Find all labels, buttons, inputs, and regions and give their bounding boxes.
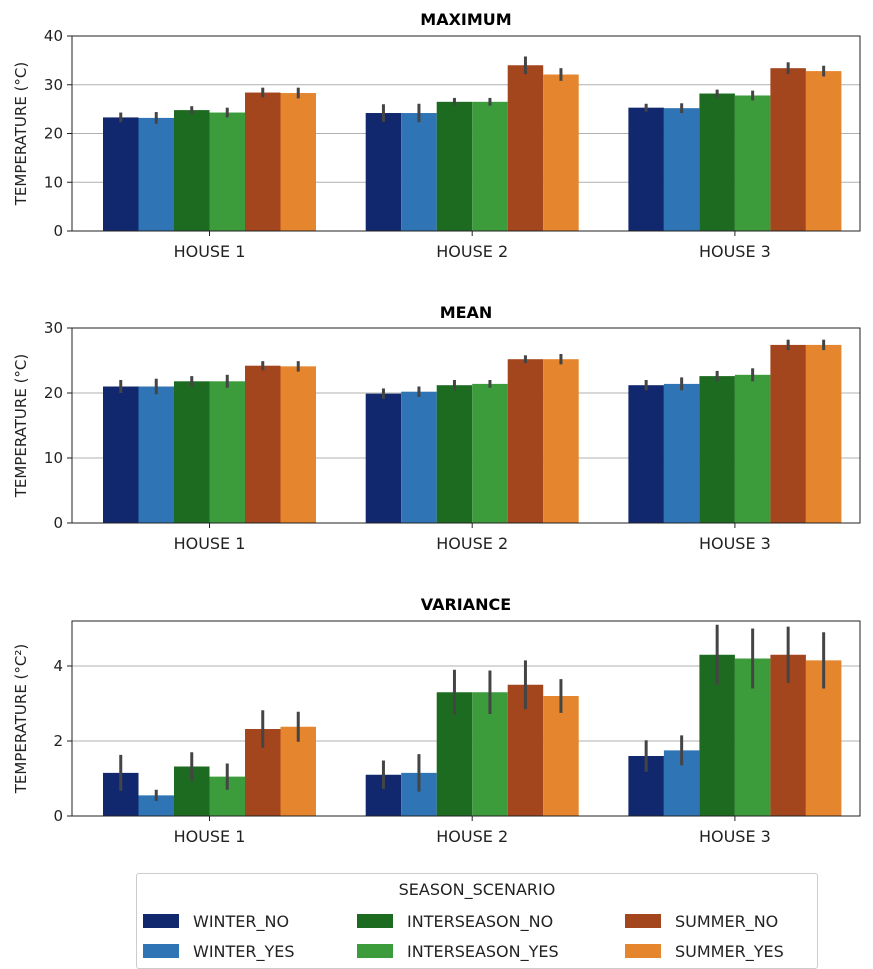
bar-house-2-interseason-yes xyxy=(472,101,508,231)
bar-house-3-summer-no xyxy=(770,344,806,523)
legend-item-summer-no: SUMMER_NO xyxy=(625,910,778,932)
y-tick-label: 20 xyxy=(44,125,63,143)
legend-title: SEASON_SCENARIO xyxy=(398,880,556,899)
chart-title: VARIANCE xyxy=(421,595,511,614)
bar-house-1-summer-no xyxy=(245,92,281,231)
plot-frame xyxy=(71,327,861,524)
bar-house-1-interseason-yes xyxy=(209,381,245,523)
bar-house-2-winter-yes xyxy=(401,391,437,523)
bar-house-1-winter-no xyxy=(103,386,139,523)
x-tick-label: HOUSE 3 xyxy=(699,534,771,553)
legend-label: INTERSEASON_YES xyxy=(407,941,559,961)
legend-swatch xyxy=(357,914,393,928)
y-axis-label: TEMPERATURE (°C) xyxy=(12,62,30,207)
x-tick-label: HOUSE 1 xyxy=(174,242,246,261)
x-tick-label: HOUSE 1 xyxy=(174,534,246,553)
legend-label: WINTER_NO xyxy=(193,911,290,931)
x-tick-label: HOUSE 3 xyxy=(699,242,771,261)
legend-swatch xyxy=(625,944,661,958)
bar-house-2-summer-no xyxy=(507,359,544,523)
bar-house-1-summer-yes xyxy=(280,366,316,523)
y-axis-label: TEMPERATURE (°C) xyxy=(12,354,30,499)
legend: SEASON_SCENARIO WINTER_NO WINTER_YES INT… xyxy=(136,873,818,969)
bar-house-2-winter-no xyxy=(365,113,402,231)
legend-item-interseason-no: INTERSEASON_NO xyxy=(357,910,553,932)
y-tick-label: 30 xyxy=(44,319,63,337)
chart-variance: 0 2 4 HOUSE 1 HOUSE 2 HOUSE 3 VARIANCE TEMPERAT… xyxy=(12,595,861,846)
bar-house-3-interseason-yes xyxy=(734,95,771,231)
y-tick-label: 2 xyxy=(53,732,63,750)
legend-swatch xyxy=(357,944,393,958)
bar-house-1-winter-yes xyxy=(138,117,174,231)
chart-maximum: 0 10 20 30 40 HOUSE 1 HOUSE 2 HOUSE 3 MAXIMUM TEM… xyxy=(12,10,861,261)
bar-house-3-summer-no xyxy=(770,68,806,231)
bar-house-2-winter-no xyxy=(365,393,402,523)
bar-house-2-interseason-no xyxy=(436,385,473,523)
bar-house-3-winter-no xyxy=(628,107,664,231)
y-tick-label: 10 xyxy=(44,173,63,191)
legend-swatch xyxy=(143,914,179,928)
legend-label: WINTER_YES xyxy=(193,941,295,961)
chart-title: MEAN xyxy=(440,303,493,322)
legend-item-winter-yes: WINTER_YES xyxy=(143,940,295,962)
x-tick-label: HOUSE 2 xyxy=(436,242,508,261)
bar-house-2-interseason-no xyxy=(436,101,473,231)
bar-house-2-summer-yes xyxy=(543,359,579,523)
bar-house-1-interseason-no xyxy=(174,381,210,523)
legend-item-summer-yes: SUMMER_YES xyxy=(625,940,784,962)
y-tick-label: 0 xyxy=(53,807,63,825)
bar-house-3-interseason-no xyxy=(699,93,735,232)
y-axis-label: TEMPERATURE (°C²) xyxy=(12,644,30,795)
x-tick-label: HOUSE 2 xyxy=(436,827,508,846)
bar-house-3-winter-yes xyxy=(663,108,700,231)
legend-label: SUMMER_NO xyxy=(675,911,779,931)
bar-house-1-summer-yes xyxy=(280,93,316,231)
chart-mean: 0 10 20 30 HOUSE 1 HOUSE 2 HOUSE 3 MEAN TEMPERAT… xyxy=(12,303,861,553)
legend-item-interseason-yes: INTERSEASON_YES xyxy=(357,940,559,962)
bar-house-3-winter-yes xyxy=(663,383,700,523)
y-tick-label: 10 xyxy=(44,449,63,467)
plot-frame xyxy=(71,35,861,232)
legend-item-winter-no: WINTER_NO xyxy=(143,910,289,932)
y-tick-label: 0 xyxy=(53,222,63,240)
x-tick-label: HOUSE 2 xyxy=(436,534,508,553)
bar-house-3-summer-yes xyxy=(805,71,842,231)
y-tick-label: 40 xyxy=(44,27,63,45)
bar-house-1-winter-yes xyxy=(138,795,174,816)
legend-swatch xyxy=(143,944,179,958)
bar-house-1-interseason-no xyxy=(174,110,210,231)
x-tick-label: HOUSE 3 xyxy=(699,827,771,846)
bar-house-3-winter-no xyxy=(628,385,664,523)
legend-label: INTERSEASON_NO xyxy=(407,911,554,931)
bar-house-1-winter-yes xyxy=(138,386,174,523)
bar-house-3-summer-yes xyxy=(805,344,842,523)
plot-frame xyxy=(71,620,861,817)
y-tick-label: 0 xyxy=(53,514,63,532)
x-tick-label: HOUSE 1 xyxy=(174,827,246,846)
y-tick-label: 30 xyxy=(44,76,63,94)
chart-title: MAXIMUM xyxy=(420,10,511,29)
legend-label: SUMMER_YES xyxy=(675,941,784,961)
bar-house-2-summer-yes xyxy=(543,696,579,816)
bar-house-2-summer-no xyxy=(507,65,544,231)
bar-house-3-interseason-yes xyxy=(734,374,771,523)
bar-house-2-interseason-yes xyxy=(472,383,508,523)
bar-house-2-winter-yes xyxy=(401,113,437,231)
bar-house-3-interseason-no xyxy=(699,376,735,523)
bar-house-1-winter-no xyxy=(103,117,139,231)
bar-house-1-summer-no xyxy=(245,365,281,523)
legend-swatch xyxy=(625,914,661,928)
y-tick-label: 20 xyxy=(44,384,63,402)
y-tick-label: 4 xyxy=(53,657,63,675)
bar-house-2-summer-yes xyxy=(543,74,579,231)
bar-house-1-interseason-yes xyxy=(209,112,245,231)
